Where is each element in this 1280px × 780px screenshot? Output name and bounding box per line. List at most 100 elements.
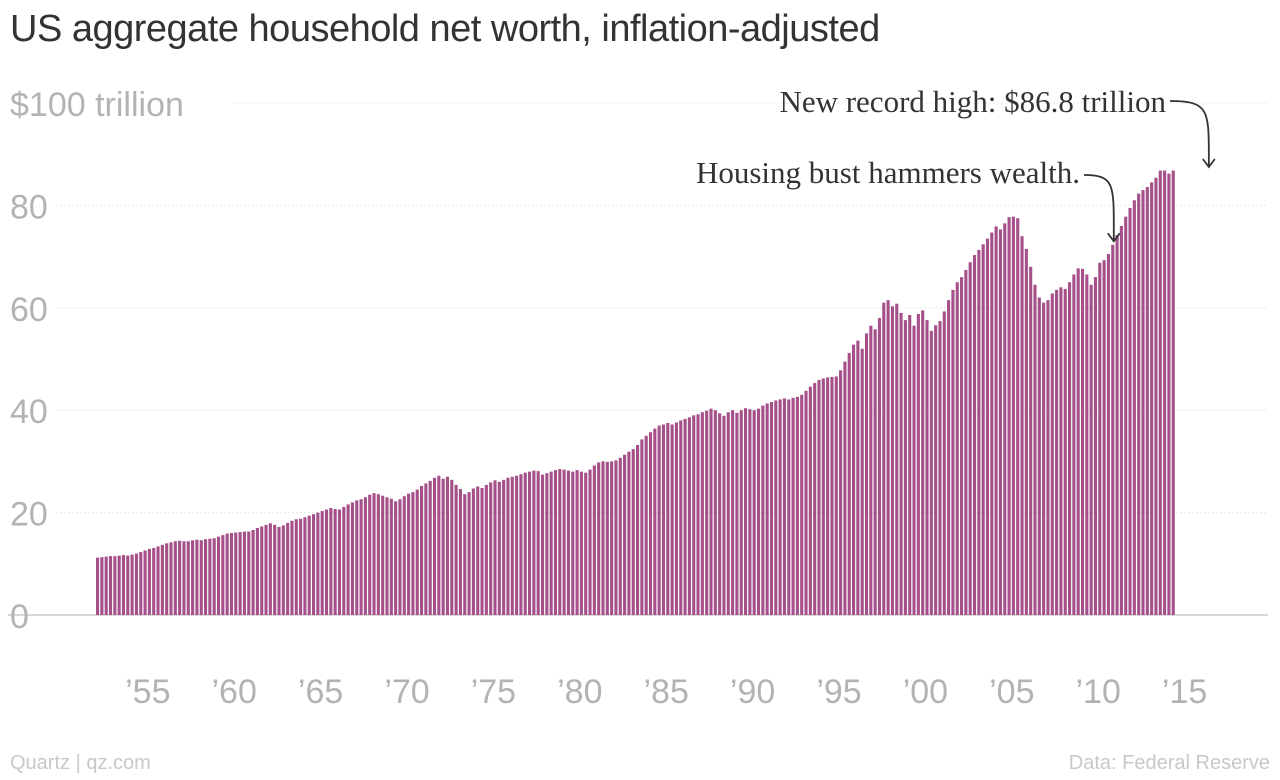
bar [972, 255, 977, 615]
bar [329, 507, 333, 615]
bar [817, 379, 821, 615]
bar [674, 422, 678, 615]
x-tick-label: ’55 [125, 673, 170, 711]
bar [454, 484, 458, 615]
bar [195, 539, 199, 615]
bar [934, 325, 938, 615]
bar [130, 554, 134, 615]
bar [251, 530, 255, 615]
bar [108, 556, 113, 615]
bar [428, 480, 432, 615]
bar [700, 412, 704, 615]
bar [216, 536, 221, 615]
bar [523, 472, 527, 615]
bar [1150, 182, 1154, 616]
bar [748, 409, 752, 615]
bar [147, 548, 151, 615]
bar [1016, 218, 1020, 615]
bar [234, 532, 238, 615]
bar [553, 470, 558, 615]
y-tick-label: 20 [10, 496, 48, 534]
bar [1011, 216, 1015, 615]
bar [1163, 170, 1167, 615]
bar [575, 470, 579, 615]
bar [631, 449, 635, 615]
bar [713, 410, 717, 615]
bar [484, 484, 488, 615]
bar [212, 538, 216, 615]
bar [804, 390, 808, 615]
bar [324, 509, 329, 615]
bar [778, 399, 782, 615]
bar [1111, 244, 1115, 615]
bar [903, 320, 907, 615]
bar [636, 445, 640, 615]
bar [1145, 186, 1149, 615]
bar [411, 492, 415, 615]
bar [489, 482, 493, 615]
bar [981, 244, 985, 615]
bar [1128, 207, 1132, 615]
bar [718, 413, 722, 615]
bar [1098, 262, 1102, 615]
bar [787, 399, 791, 615]
bar [731, 410, 735, 615]
x-tick-label: ’75 [471, 673, 516, 711]
bar [1106, 254, 1110, 616]
bar [113, 556, 117, 615]
bar [709, 408, 713, 615]
bar [666, 423, 670, 615]
bar [921, 310, 925, 615]
bar [1076, 268, 1080, 615]
bar [951, 289, 955, 615]
bar [363, 497, 367, 615]
bar [303, 517, 307, 615]
bar [774, 400, 778, 615]
bar [834, 376, 838, 615]
bar [506, 477, 510, 615]
bar [756, 408, 761, 615]
x-tick-label: ’95 [816, 673, 861, 711]
bar [268, 523, 272, 615]
annotation-housing-bust-arrow [1083, 174, 1121, 243]
bar [316, 512, 320, 615]
bar [765, 403, 769, 615]
bar [178, 540, 182, 615]
bar [968, 262, 972, 615]
bar [899, 312, 903, 615]
bar [519, 474, 523, 615]
bar [994, 226, 998, 615]
bar [1020, 236, 1024, 615]
bar [627, 451, 631, 615]
bar [476, 486, 480, 615]
bar [795, 396, 799, 615]
x-tick-label: ’85 [644, 673, 689, 711]
x-tick-label: ’05 [989, 673, 1034, 711]
bar [735, 412, 739, 615]
bar [467, 492, 471, 615]
bar [186, 541, 190, 615]
bar [1059, 287, 1063, 615]
bar [191, 540, 195, 615]
bar [860, 348, 864, 615]
bar [661, 424, 666, 615]
bar [458, 489, 462, 615]
bar [415, 489, 419, 615]
annotations: Housing bust hammers wealth. New record … [696, 84, 1216, 243]
bar [346, 504, 350, 615]
bar [908, 314, 912, 615]
bar [333, 509, 337, 615]
bar [657, 425, 661, 615]
bar [864, 333, 869, 615]
bar [990, 232, 994, 616]
bar [199, 540, 203, 615]
bar [497, 481, 501, 615]
bar [584, 472, 588, 615]
bar [692, 415, 696, 615]
bar [312, 514, 316, 615]
bar [1154, 177, 1158, 615]
bar [441, 478, 445, 615]
bar [134, 553, 138, 615]
bar [1141, 190, 1145, 616]
